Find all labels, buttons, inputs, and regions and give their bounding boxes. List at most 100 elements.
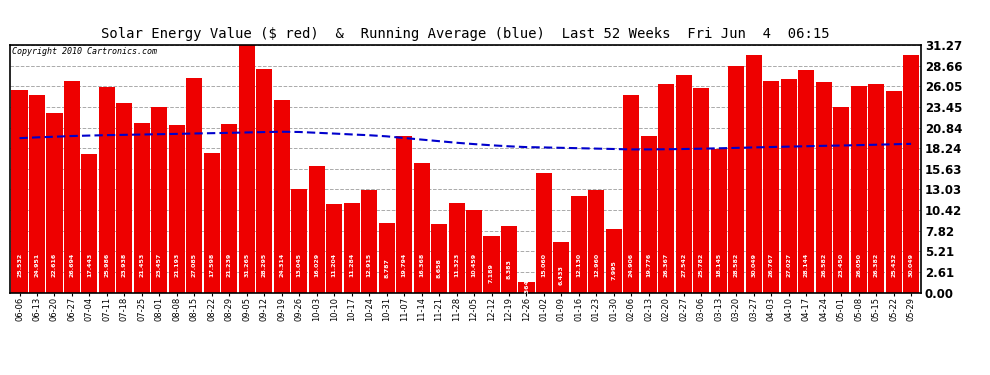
- Text: 16.029: 16.029: [314, 253, 319, 277]
- Bar: [483, 236, 500, 292]
- Text: 8.658: 8.658: [437, 259, 442, 279]
- Bar: [378, 223, 395, 292]
- Text: 11.204: 11.204: [332, 253, 337, 277]
- Bar: [781, 79, 797, 292]
- Bar: [745, 55, 761, 292]
- Bar: [414, 163, 430, 292]
- Text: 31.265: 31.265: [245, 253, 249, 277]
- Text: 6.433: 6.433: [559, 265, 564, 285]
- Text: 12.960: 12.960: [594, 253, 599, 277]
- Text: 27.542: 27.542: [681, 253, 686, 277]
- Text: 27.085: 27.085: [192, 253, 197, 277]
- Text: 24.951: 24.951: [35, 253, 40, 277]
- Bar: [221, 124, 238, 292]
- Text: 23.457: 23.457: [156, 253, 162, 277]
- Bar: [693, 88, 710, 292]
- Text: 16.368: 16.368: [419, 253, 424, 277]
- Bar: [204, 153, 220, 292]
- Bar: [886, 91, 902, 292]
- Bar: [519, 282, 535, 292]
- Text: 26.694: 26.694: [69, 253, 74, 277]
- Bar: [553, 242, 569, 292]
- Bar: [134, 123, 149, 292]
- Text: 30.049: 30.049: [751, 253, 756, 277]
- Bar: [344, 203, 359, 292]
- Text: 12.915: 12.915: [366, 253, 371, 277]
- Text: 24.906: 24.906: [629, 253, 634, 277]
- Bar: [658, 84, 674, 292]
- Bar: [536, 173, 552, 292]
- Text: 17.598: 17.598: [209, 253, 214, 277]
- Bar: [729, 66, 744, 292]
- Bar: [466, 210, 482, 292]
- Bar: [431, 224, 447, 292]
- Text: 8.787: 8.787: [384, 258, 389, 278]
- Bar: [676, 75, 692, 292]
- Text: 19.794: 19.794: [402, 253, 407, 277]
- Bar: [903, 55, 919, 292]
- Bar: [588, 190, 605, 292]
- Text: 13.045: 13.045: [297, 253, 302, 277]
- Bar: [606, 229, 622, 292]
- Bar: [29, 95, 45, 292]
- Text: 28.582: 28.582: [734, 253, 739, 277]
- Text: 7.995: 7.995: [612, 260, 617, 280]
- Bar: [117, 103, 133, 292]
- Bar: [641, 136, 657, 292]
- Text: 7.189: 7.189: [489, 262, 494, 282]
- Text: 24.314: 24.314: [279, 253, 284, 277]
- Text: 11.323: 11.323: [454, 253, 459, 277]
- Text: 26.050: 26.050: [856, 253, 861, 277]
- Text: 12.130: 12.130: [576, 253, 581, 277]
- Bar: [47, 114, 62, 292]
- Text: 22.616: 22.616: [52, 253, 57, 277]
- Bar: [291, 189, 307, 292]
- Bar: [151, 107, 167, 292]
- Bar: [571, 196, 587, 292]
- Text: 25.986: 25.986: [104, 253, 110, 277]
- Bar: [256, 69, 272, 292]
- Text: 10.459: 10.459: [471, 253, 476, 277]
- Bar: [309, 166, 325, 292]
- Bar: [273, 100, 290, 292]
- Bar: [239, 45, 254, 292]
- Bar: [361, 190, 377, 292]
- Bar: [64, 81, 80, 292]
- Text: 21.239: 21.239: [227, 253, 232, 277]
- Bar: [396, 136, 412, 292]
- Text: 25.432: 25.432: [891, 253, 896, 277]
- Text: 25.782: 25.782: [699, 253, 704, 277]
- Bar: [169, 125, 185, 292]
- Bar: [868, 84, 884, 292]
- Text: 21.193: 21.193: [174, 253, 179, 277]
- Text: 17.443: 17.443: [87, 253, 92, 277]
- Text: 15.060: 15.060: [542, 253, 546, 277]
- Bar: [711, 149, 727, 292]
- Text: Copyright 2010 Cartronics.com: Copyright 2010 Cartronics.com: [12, 48, 156, 57]
- Title: Solar Energy Value ($ red)  &  Running Average (blue)  Last 52 Weeks  Fri Jun  4: Solar Energy Value ($ red) & Running Ave…: [101, 27, 830, 41]
- Text: 1.364: 1.364: [524, 279, 529, 298]
- Text: 30.049: 30.049: [909, 253, 914, 277]
- Text: 27.027: 27.027: [786, 253, 791, 277]
- Bar: [798, 70, 814, 292]
- Text: 23.938: 23.938: [122, 253, 127, 277]
- Bar: [448, 203, 464, 292]
- Bar: [12, 90, 28, 292]
- Text: 23.450: 23.450: [839, 253, 843, 277]
- Text: 19.776: 19.776: [646, 253, 651, 277]
- Bar: [763, 81, 779, 292]
- Bar: [326, 204, 343, 292]
- Bar: [834, 107, 849, 292]
- Text: 26.582: 26.582: [821, 253, 827, 277]
- Text: 26.382: 26.382: [873, 253, 878, 277]
- Bar: [81, 154, 97, 292]
- Text: 28.144: 28.144: [804, 253, 809, 277]
- Text: 11.284: 11.284: [349, 253, 354, 277]
- Bar: [186, 78, 202, 292]
- Bar: [624, 95, 640, 292]
- Text: 28.295: 28.295: [261, 253, 266, 277]
- Text: 25.532: 25.532: [17, 253, 22, 277]
- Bar: [816, 82, 832, 292]
- Text: 21.453: 21.453: [140, 253, 145, 277]
- Bar: [99, 87, 115, 292]
